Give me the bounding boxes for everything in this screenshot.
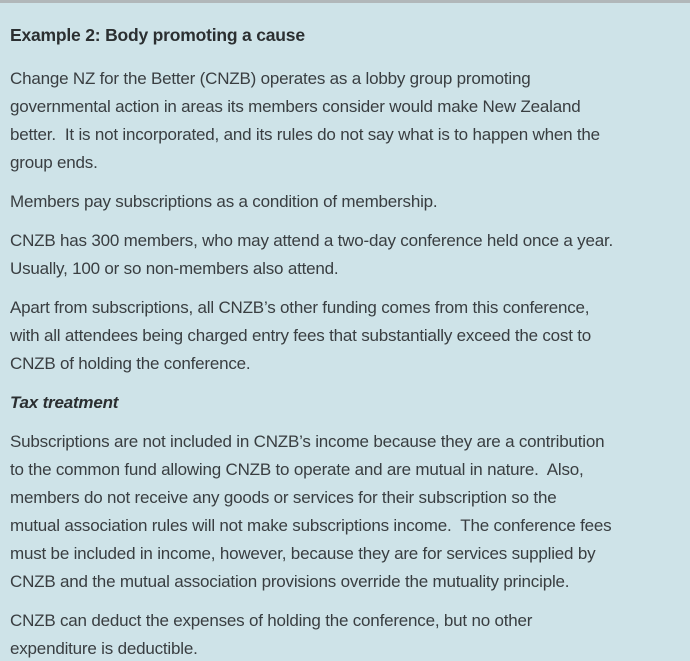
text-line: Change NZ for the Better (CNZB) operates… [10, 69, 531, 88]
tax-treatment-subheading: Tax treatment [10, 389, 680, 417]
paragraph-subscriptions: Members pay subscriptions as a condition… [10, 188, 680, 216]
text-line: mutual association rules will not make s… [10, 516, 612, 535]
text-line: CNZB and the mutual association provisio… [10, 572, 570, 591]
text-line: expenditure is deductible. [10, 639, 198, 658]
text-line: better. It is not incorporated, and its … [10, 125, 600, 144]
text-line: CNZB of holding the conference. [10, 354, 251, 373]
text-line: with all attendees being charged entry f… [10, 326, 592, 345]
text-line: CNZB can deduct the expenses of holding … [10, 611, 533, 630]
text-line: governmental action in areas its members… [10, 97, 581, 116]
text-line: Tax treatment [10, 393, 119, 412]
text-line: Members pay subscriptions as a condition… [10, 192, 438, 211]
text-line: to the common fund allowing CNZB to oper… [10, 460, 584, 479]
text-line: must be included in income, however, bec… [10, 544, 596, 563]
paragraph-members: CNZB has 300 members, who may attend a t… [10, 227, 680, 283]
text-line: Subscriptions are not included in CNZB’s… [10, 432, 605, 451]
text-line: group ends. [10, 153, 98, 172]
example-heading: Example 2: Body promoting a cause [10, 25, 305, 45]
paragraph-deductions: CNZB can deduct the expenses of holding … [10, 607, 680, 661]
paragraph-funding: Apart from subscriptions, all CNZB’s oth… [10, 294, 680, 378]
text-line: CNZB has 300 members, who may attend a t… [10, 231, 613, 250]
text-line: Apart from subscriptions, all CNZB’s oth… [10, 298, 590, 317]
text-line: Usually, 100 or so non-members also atte… [10, 259, 339, 278]
text-line: members do not receive any goods or serv… [10, 488, 557, 507]
paragraph-intro: Change NZ for the Better (CNZB) operates… [10, 65, 680, 177]
paragraph-tax-analysis: Subscriptions are not included in CNZB’s… [10, 428, 680, 596]
